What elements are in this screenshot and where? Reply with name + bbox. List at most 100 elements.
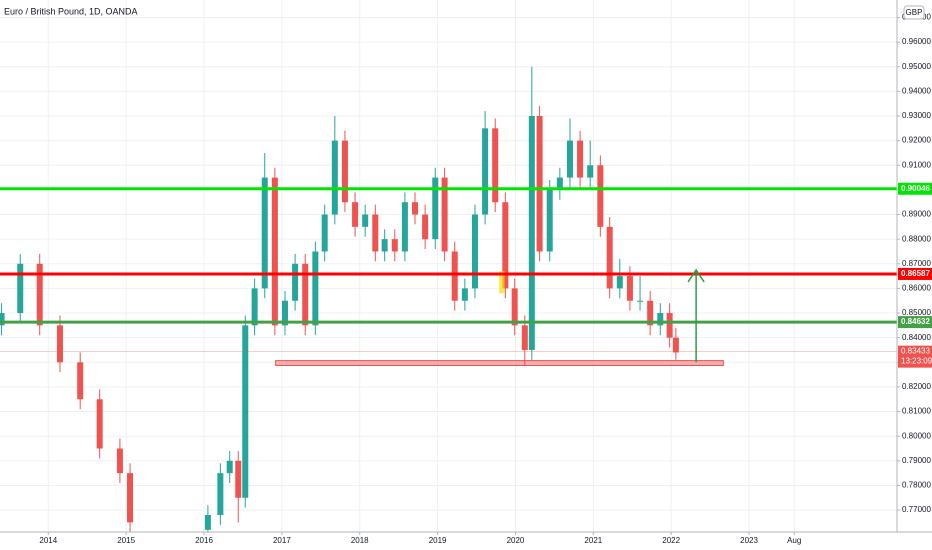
candle-body (451, 251, 458, 301)
x-tick-label: 2018 (351, 536, 369, 545)
last-price-label: 0.83433 (901, 347, 930, 356)
candle-body (556, 177, 563, 190)
arrow-head (687, 268, 705, 283)
x-tick-label: 2014 (39, 536, 57, 545)
currency-label: GBP (906, 8, 923, 17)
plot-area (0, 66, 897, 532)
candle-body (312, 251, 319, 326)
candle-body (204, 515, 211, 530)
x-tick-label: 2019 (429, 536, 447, 545)
candle-body (587, 165, 594, 178)
candle-body (271, 177, 278, 326)
candle-body (36, 263, 43, 326)
y-tick-label: 0.95000 (902, 62, 931, 71)
candle-body (381, 239, 388, 252)
candle-body (422, 214, 429, 240)
candle-body (242, 325, 249, 498)
candle-body (116, 448, 123, 474)
candle-body (217, 473, 224, 516)
candle-body (251, 288, 258, 326)
last-price-tag (898, 345, 932, 368)
candle-body (647, 300, 654, 326)
candle-body (482, 128, 489, 215)
candle-body (657, 313, 664, 326)
y-tick-label: 0.80000 (902, 431, 931, 440)
y-tick-label: 0.77000 (902, 505, 931, 514)
candle-body (432, 177, 439, 240)
candle-body (331, 140, 338, 215)
candle-body (292, 263, 299, 301)
candle-body (637, 300, 644, 302)
candle-body (261, 177, 268, 289)
currency-badge[interactable] (903, 5, 925, 20)
countdown-label: 13:23:09 (901, 357, 932, 366)
candle-body (226, 460, 233, 474)
y-tick-label: 0.85000 (902, 308, 931, 317)
support-zone (275, 360, 724, 367)
x-tick-label: 2023 (740, 536, 758, 545)
level-label: 0.86587 (901, 269, 930, 278)
candle-body (546, 189, 553, 252)
y-tick-label: 0.91000 (902, 160, 931, 169)
x-tick-label: 2016 (195, 536, 213, 545)
y-tick-label: 0.96000 (902, 37, 931, 46)
candle-body (606, 226, 613, 289)
x-tick-label: 2022 (662, 536, 680, 545)
y-tick-label: 0.89000 (902, 210, 931, 219)
level-tag (898, 182, 932, 195)
x-tick-label: 2020 (507, 536, 525, 545)
candle-body (96, 399, 103, 449)
candle-body (127, 473, 134, 523)
x-tick-label: Aug (787, 536, 801, 545)
candle-body (666, 313, 673, 338)
y-tick-label: 0.81000 (902, 407, 931, 416)
y-tick-label: 0.93000 (902, 111, 931, 120)
y-tick-label: 0.88000 (902, 234, 931, 243)
candle-body (521, 325, 528, 350)
candle-body (235, 460, 242, 498)
candle-body (352, 202, 359, 227)
y-tick-label: 0.78000 (902, 481, 931, 490)
grid (0, 0, 897, 532)
candle-body (597, 165, 604, 227)
y-tick-label: 0.92000 (902, 136, 931, 145)
level-tag (898, 316, 932, 329)
x-tick-label: 2021 (584, 536, 602, 545)
candle-body (511, 288, 518, 326)
candle-body (566, 140, 573, 178)
candle-body (672, 337, 679, 353)
candle-body (441, 177, 448, 252)
candle-body (577, 140, 584, 178)
candle-body (471, 214, 478, 289)
y-tick-label: 0.86000 (902, 284, 931, 293)
candle-body (528, 116, 535, 350)
level-label: 0.84632 (901, 317, 930, 326)
level-tag (898, 267, 932, 280)
candle-body (616, 276, 623, 289)
y-tick-label: 0.82000 (902, 382, 931, 391)
candle-body (536, 116, 543, 252)
candle-body (0, 313, 5, 326)
highlight-box (499, 271, 505, 294)
candle-body (401, 202, 408, 252)
y-tick-label: 0.94000 (902, 86, 931, 95)
candle-body (56, 325, 63, 363)
y-tick-label: 0.87000 (902, 259, 931, 268)
candle-body (461, 288, 468, 301)
candle-body (626, 276, 633, 301)
chart-title: Euro / British Pound, 1D, OANDA (4, 6, 138, 16)
candle-body (341, 140, 348, 203)
candle-body (362, 214, 369, 227)
candle-body (412, 202, 419, 215)
candle-body (372, 214, 379, 252)
candle-body (77, 362, 84, 400)
candle-body (492, 128, 499, 203)
candle-body (502, 202, 509, 289)
candle-body (391, 239, 398, 252)
candle-body (321, 214, 328, 252)
y-tick-label: 0.84000 (902, 333, 931, 342)
candle-body (17, 263, 24, 314)
level-label: 0.90046 (901, 184, 930, 193)
candle-body (281, 300, 288, 326)
